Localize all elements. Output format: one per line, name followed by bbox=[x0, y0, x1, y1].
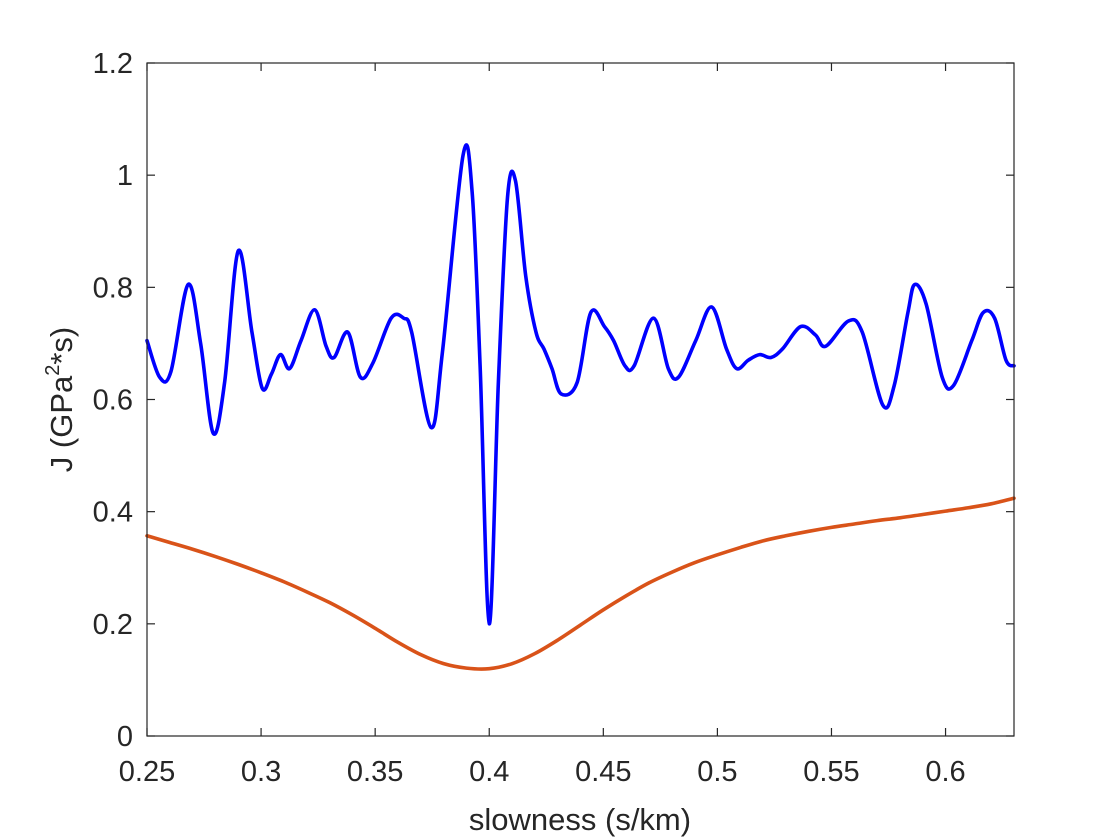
y-tick-label: 0.4 bbox=[93, 497, 133, 529]
plot-area bbox=[147, 63, 1014, 736]
x-axis-label: slowness (s/km) bbox=[469, 802, 691, 837]
y-tick-label: 0.8 bbox=[93, 272, 133, 304]
y-tick-label: 0 bbox=[117, 721, 133, 753]
x-tick-label: 0.3 bbox=[241, 756, 281, 788]
series-layer bbox=[145, 143, 1016, 671]
x-tick-label: 0.45 bbox=[575, 756, 631, 788]
x-tick-label: 0.4 bbox=[469, 756, 509, 788]
y-tick-label: 1 bbox=[117, 160, 133, 192]
x-axis: 0.25 0.3 0.35 0.4 0.45 0.5 0.55 0.6 bbox=[119, 63, 966, 788]
y-tick-label: 1.2 bbox=[93, 48, 133, 80]
y-tick-label: 0.6 bbox=[93, 385, 133, 417]
y-axis-label-rest: *s) bbox=[44, 327, 79, 365]
x-tick-label: 0.55 bbox=[803, 756, 859, 788]
y-axis: 0 0.2 0.4 0.6 0.8 1 1.2 bbox=[93, 48, 1014, 753]
x-tick-label: 0.5 bbox=[697, 756, 737, 788]
x-tick-label: 0.25 bbox=[119, 756, 175, 788]
x-tick-label: 0.35 bbox=[347, 756, 403, 788]
series-line-2 bbox=[145, 496, 1016, 671]
x-tick-label: 0.6 bbox=[925, 756, 965, 788]
y-axis-label: J (GPa2*s) bbox=[42, 327, 79, 472]
y-axis-label-superscript: 2 bbox=[42, 365, 64, 376]
y-axis-label-base: J (GPa bbox=[44, 375, 79, 472]
y-tick-label: 0.2 bbox=[93, 609, 133, 641]
series-line-1 bbox=[145, 143, 1016, 626]
